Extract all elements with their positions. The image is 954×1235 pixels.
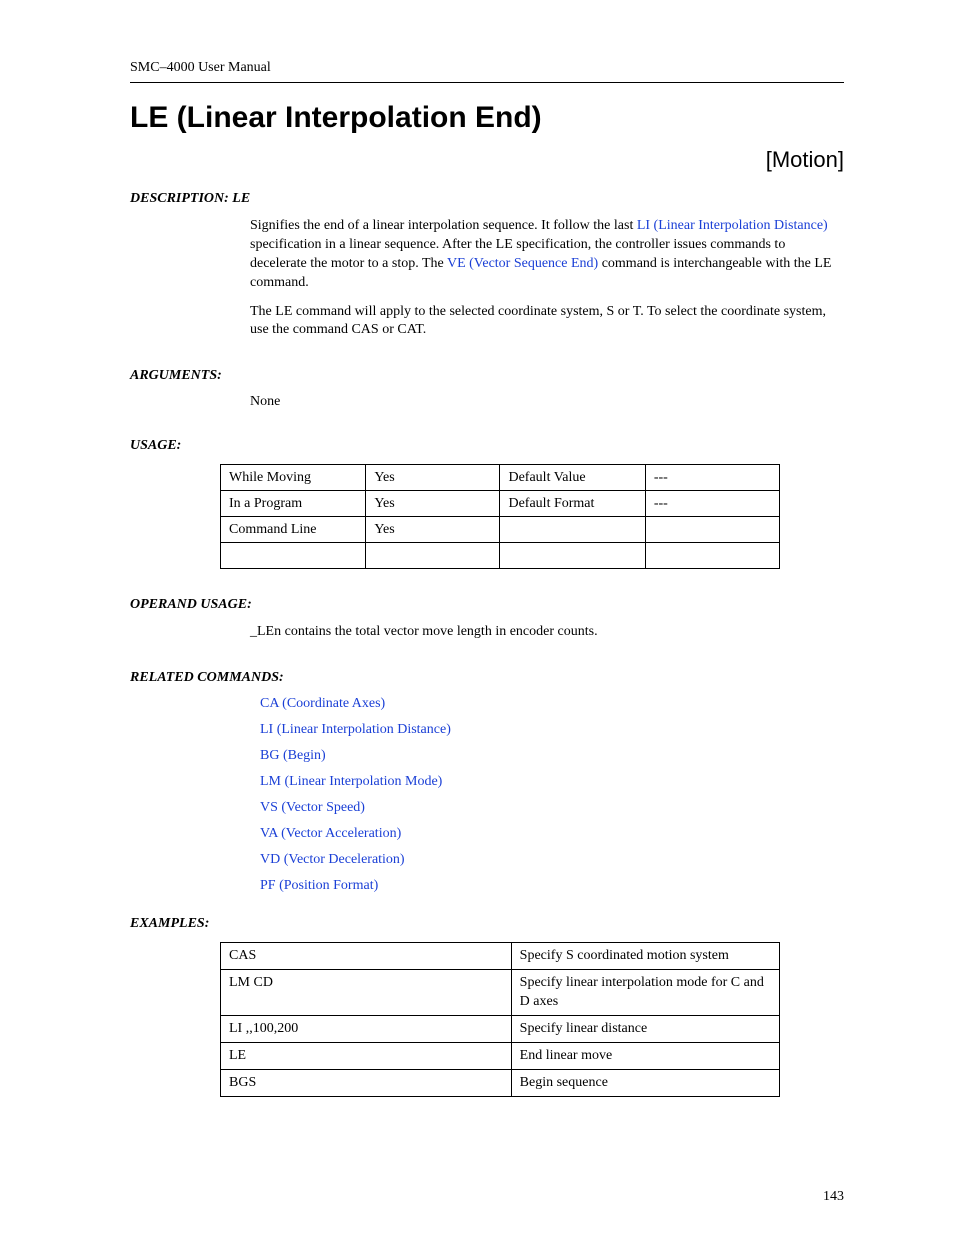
link-li-linear-interpolation-distance[interactable]: LI (Linear Interpolation Distance) bbox=[637, 218, 828, 233]
link-lm-linear-interpolation-mode[interactable]: LM (Linear Interpolation Mode) bbox=[260, 774, 442, 789]
table-row: LE End linear move bbox=[221, 1042, 780, 1069]
usage-cell bbox=[500, 543, 645, 569]
example-command: BGS bbox=[221, 1070, 512, 1097]
usage-table: While Moving Yes Default Value --- In a … bbox=[220, 464, 780, 569]
table-row: LI ,,100,200 Specify linear distance bbox=[221, 1015, 780, 1042]
usage-label: USAGE: bbox=[130, 438, 844, 454]
table-row: CAS Specify S coordinated motion system bbox=[221, 943, 780, 970]
arguments-value: None bbox=[250, 394, 840, 410]
link-vs-vector-speed[interactable]: VS (Vector Speed) bbox=[260, 800, 365, 815]
usage-cell bbox=[221, 543, 366, 569]
arguments-block: None bbox=[250, 394, 840, 410]
link-pf-position-format[interactable]: PF (Position Format) bbox=[260, 878, 378, 893]
operand-usage-label: OPERAND USAGE: bbox=[130, 597, 844, 613]
usage-cell bbox=[500, 517, 645, 543]
examples-label: EXAMPLES: bbox=[130, 916, 844, 932]
arguments-label: ARGUMENTS: bbox=[130, 368, 844, 384]
table-row: LM CD Specify linear interpolation mode … bbox=[221, 970, 780, 1015]
list-item: LM (Linear Interpolation Mode) bbox=[260, 774, 844, 790]
example-command: LI ,,100,200 bbox=[221, 1015, 512, 1042]
description-para-2: The LE command will apply to the selecte… bbox=[250, 303, 840, 341]
example-command: LE bbox=[221, 1042, 512, 1069]
examples-table: CAS Specify S coordinated motion system … bbox=[220, 942, 780, 1097]
example-desc: Specify linear interpolation mode for C … bbox=[511, 970, 779, 1015]
usage-cell: In a Program bbox=[221, 491, 366, 517]
description-para-1: Signifies the end of a linear interpolat… bbox=[250, 217, 840, 293]
page-number: 143 bbox=[823, 1189, 844, 1205]
example-desc: Specify linear distance bbox=[511, 1015, 779, 1042]
header-rule bbox=[130, 82, 844, 83]
running-header: SMC–4000 User Manual bbox=[130, 60, 844, 76]
example-desc: Specify S coordinated motion system bbox=[511, 943, 779, 970]
list-item: VA (Vector Acceleration) bbox=[260, 826, 844, 842]
example-desc: End linear move bbox=[511, 1042, 779, 1069]
usage-cell: Yes bbox=[366, 517, 500, 543]
usage-cell: Default Value bbox=[500, 465, 645, 491]
list-item: CA (Coordinate Axes) bbox=[260, 696, 844, 712]
desc-text-pre: Signifies the end of a linear interpolat… bbox=[250, 218, 637, 233]
usage-cell: --- bbox=[645, 465, 779, 491]
example-command: CAS bbox=[221, 943, 512, 970]
link-bg-begin[interactable]: BG (Begin) bbox=[260, 748, 326, 763]
table-row bbox=[221, 543, 780, 569]
description-label: DESCRIPTION: LE bbox=[130, 191, 844, 207]
command-category: [Motion] bbox=[130, 147, 844, 173]
link-ca-coordinate-axes[interactable]: CA (Coordinate Axes) bbox=[260, 696, 385, 711]
usage-cell: --- bbox=[645, 491, 779, 517]
usage-cell bbox=[645, 543, 779, 569]
usage-cell: Yes bbox=[366, 465, 500, 491]
usage-cell bbox=[366, 543, 500, 569]
usage-cell: Yes bbox=[366, 491, 500, 517]
page-title: LE (Linear Interpolation End) bbox=[130, 101, 844, 135]
operand-usage-text: _LEn contains the total vector move leng… bbox=[250, 623, 840, 642]
list-item: VS (Vector Speed) bbox=[260, 800, 844, 816]
link-li-linear-interpolation-distance-2[interactable]: LI (Linear Interpolation Distance) bbox=[260, 722, 451, 737]
example-desc: Begin sequence bbox=[511, 1070, 779, 1097]
usage-cell: Default Format bbox=[500, 491, 645, 517]
page-container: SMC–4000 User Manual LE (Linear Interpol… bbox=[0, 0, 954, 1235]
list-item: PF (Position Format) bbox=[260, 878, 844, 894]
link-va-vector-acceleration[interactable]: VA (Vector Acceleration) bbox=[260, 826, 401, 841]
list-item: LI (Linear Interpolation Distance) bbox=[260, 722, 844, 738]
list-item: VD (Vector Deceleration) bbox=[260, 852, 844, 868]
link-ve-vector-sequence-end[interactable]: VE (Vector Sequence End) bbox=[447, 256, 598, 271]
usage-cell bbox=[645, 517, 779, 543]
link-vd-vector-deceleration[interactable]: VD (Vector Deceleration) bbox=[260, 852, 405, 867]
description-block: Signifies the end of a linear interpolat… bbox=[250, 217, 840, 340]
example-command: LM CD bbox=[221, 970, 512, 1015]
operand-usage-block: _LEn contains the total vector move leng… bbox=[250, 623, 840, 642]
usage-cell: Command Line bbox=[221, 517, 366, 543]
related-commands-list: CA (Coordinate Axes) LI (Linear Interpol… bbox=[260, 696, 844, 894]
table-row: While Moving Yes Default Value --- bbox=[221, 465, 780, 491]
list-item: BG (Begin) bbox=[260, 748, 844, 764]
table-row: In a Program Yes Default Format --- bbox=[221, 491, 780, 517]
table-row: BGS Begin sequence bbox=[221, 1070, 780, 1097]
related-commands-label: RELATED COMMANDS: bbox=[130, 670, 844, 686]
usage-cell: While Moving bbox=[221, 465, 366, 491]
table-row: Command Line Yes bbox=[221, 517, 780, 543]
